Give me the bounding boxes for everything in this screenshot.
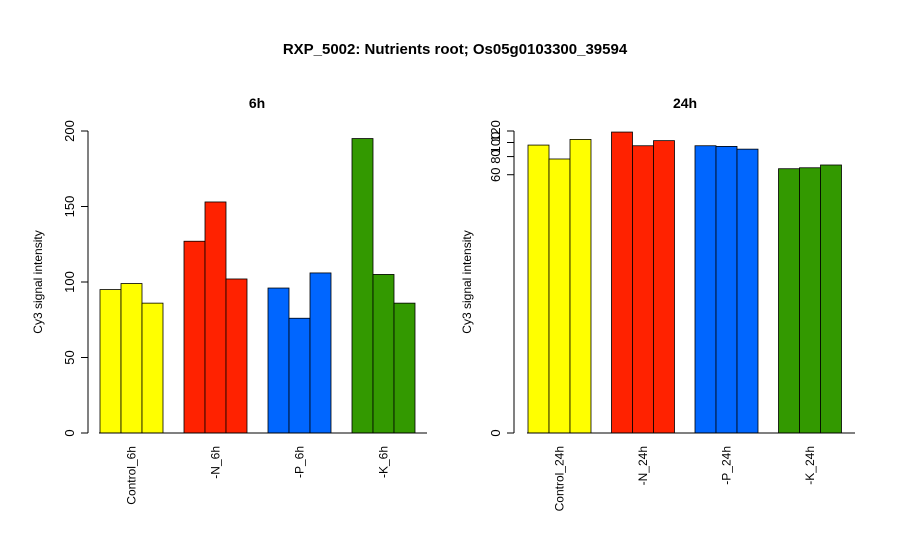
bar — [288, 317, 311, 434]
x-category-label: -N_6h — [209, 446, 223, 479]
bar — [225, 278, 248, 434]
panel-title-6h: 6h — [249, 95, 265, 111]
x-category-label: -K_6h — [377, 446, 391, 478]
bar — [393, 302, 416, 434]
x-category-label: -N_24h — [636, 446, 650, 485]
y-tick-label: 100 — [62, 271, 77, 293]
x-category-label: -P_24h — [720, 446, 734, 485]
x-category-label: -K_24h — [803, 446, 817, 485]
bar — [527, 144, 550, 434]
bar — [736, 148, 759, 434]
y-tick-label: 50 — [62, 350, 77, 364]
x-category-label: -P_6h — [293, 446, 307, 478]
bar — [694, 145, 717, 434]
bar — [799, 167, 821, 434]
figure-title: RXP_5002: Nutrients root; Os05g0103300_3… — [283, 41, 628, 58]
panel-6h: 6h Cy3 signal intensity 0 50 100 150 200 Cont… — [31, 95, 427, 505]
bar — [141, 302, 164, 434]
y-tick-label: 0 — [62, 429, 77, 436]
bar — [653, 140, 675, 434]
y-tick-label: 200 — [62, 120, 77, 142]
bar — [569, 139, 592, 434]
bar — [778, 168, 800, 434]
bar — [267, 287, 290, 434]
bar — [611, 131, 633, 434]
bar — [204, 201, 227, 434]
bar — [820, 164, 842, 434]
y-tick-label: 60 — [488, 167, 503, 181]
x-category-label: Control_6h — [125, 446, 139, 505]
x-category-label: Control_24h — [553, 446, 567, 511]
bar — [632, 145, 654, 434]
bar — [309, 272, 332, 434]
y-axis-label-24h: Cy3 signal intensity — [460, 230, 474, 333]
y-tick-label: 80 — [488, 149, 503, 163]
y-tick-label: 0 — [488, 429, 503, 436]
y-tick-label: 150 — [62, 196, 77, 218]
bar — [715, 146, 738, 434]
bar — [351, 138, 374, 434]
y-tick-label: 100 — [488, 132, 503, 154]
bar — [372, 274, 395, 434]
y-tick-label: 120 — [488, 120, 503, 142]
bar — [548, 158, 571, 434]
y-axis-label-6h: Cy3 signal intensity — [31, 230, 45, 333]
panel-title-24h: 24h — [673, 95, 697, 111]
bar — [183, 240, 206, 434]
bar — [99, 289, 122, 434]
bar — [120, 283, 143, 434]
